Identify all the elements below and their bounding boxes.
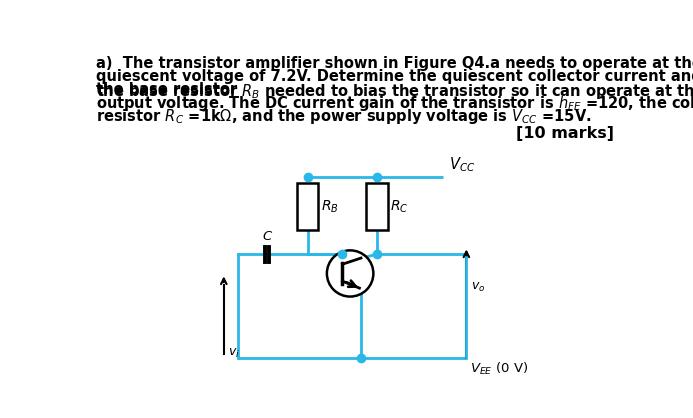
- Text: C: C: [263, 230, 272, 243]
- Text: resistor $\it{R}_{\it{C}}$ =1k$\Omega$, and the power supply voltage is $\it{V}_: resistor $\it{R}_{\it{C}}$ =1k$\Omega$, …: [96, 107, 592, 126]
- Text: $\it{v}_{\it{o}}$: $\it{v}_{\it{o}}$: [471, 281, 485, 294]
- Circle shape: [327, 250, 374, 296]
- Text: quiescent voltage of 7.2V. Determine the quiescent collector current and the val: quiescent voltage of 7.2V. Determine the…: [96, 69, 693, 84]
- Text: the base resistor $\it{R}_{\it{B}}$ needed to bias the transistor so it can oper: the base resistor $\it{R}_{\it{B}}$ need…: [96, 82, 693, 101]
- Text: output voltage. The DC current gain of the transistor is $\it{h}_{\it{FE}}$ =120: output voltage. The DC current gain of t…: [96, 94, 693, 113]
- Text: a)  The transistor amplifier shown in Figure Q4.a needs to operate at the output: a) The transistor amplifier shown in Fig…: [96, 56, 693, 71]
- Text: the base resistor: the base resistor: [96, 82, 242, 97]
- Bar: [367, 184, 388, 229]
- Text: $\it{v}_{\it{i}}$: $\it{v}_{\it{i}}$: [229, 347, 240, 360]
- Text: $\it{V}_{\it{CC}}$: $\it{V}_{\it{CC}}$: [449, 155, 475, 174]
- Text: $\it{R}_{\it{C}}$: $\it{R}_{\it{C}}$: [390, 198, 409, 215]
- Text: [10 marks]: [10 marks]: [516, 126, 613, 141]
- Bar: [297, 184, 318, 229]
- Text: $\it{R}_{\it{B}}$: $\it{R}_{\it{B}}$: [321, 198, 338, 215]
- Text: $\it{V}_{\it{EE}}$ (0 V): $\it{V}_{\it{EE}}$ (0 V): [471, 361, 529, 377]
